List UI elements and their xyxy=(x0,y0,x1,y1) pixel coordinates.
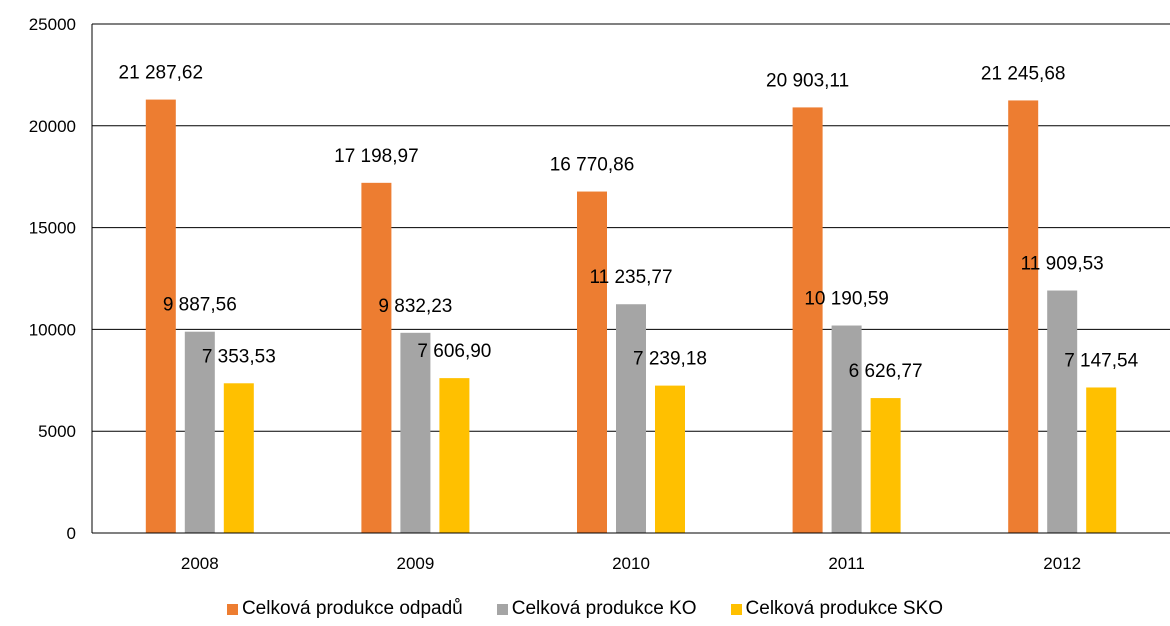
data-label: 9 832,23 xyxy=(378,296,452,317)
data-label: 7 147,54 xyxy=(1064,350,1138,371)
x-tick-label: 2011 xyxy=(828,554,865,573)
y-tick-label: 0 xyxy=(67,524,76,543)
bar-2012-series-0 xyxy=(1008,100,1039,533)
bar-2011-series-1 xyxy=(831,325,862,533)
bar-2011-series-0 xyxy=(792,107,823,533)
bars xyxy=(145,99,1117,534)
legend-label-sko: Celková produkce SKO xyxy=(745,598,944,619)
bar-2012-series-2 xyxy=(1086,387,1117,533)
data-label: 11 909,53 xyxy=(1021,254,1104,275)
bar-2010-series-0 xyxy=(577,191,607,533)
gridlines xyxy=(92,23,1170,432)
x-tick-label: 2008 xyxy=(181,554,219,573)
legend-item-odpadu: Celková produkce odpadů xyxy=(226,596,463,622)
data-label: 7 606,90 xyxy=(417,341,491,362)
data-label: 16 770,86 xyxy=(550,155,635,176)
bar-2011-series-2 xyxy=(870,398,901,533)
data-label: 6 626,77 xyxy=(849,361,923,382)
y-tick-label: 10000 xyxy=(29,320,76,339)
legend-swatch-odpadu xyxy=(226,603,238,615)
data-label: 17 198,97 xyxy=(334,146,419,167)
legend-label-ko: Celková produkce KO xyxy=(511,598,697,619)
legend-label-odpadu: Celková produkce odpadů xyxy=(241,598,463,619)
bar-2010-series-1 xyxy=(616,304,646,533)
data-label: 7 353,53 xyxy=(202,346,276,367)
data-label: 21 287,62 xyxy=(119,63,204,84)
y-tick-label: 15000 xyxy=(29,219,76,238)
bar-2012-series-1 xyxy=(1047,290,1078,533)
x-tick-label: 2009 xyxy=(396,554,434,573)
bar-2008-series-0 xyxy=(145,99,176,534)
legend: Celková produkce odpadů Celková produkce… xyxy=(0,596,1170,622)
y-tick-label: 20000 xyxy=(29,117,76,136)
x-tick-label: 2010 xyxy=(612,554,650,573)
bar-2009-series-1 xyxy=(400,332,431,533)
y-tick-label: 25000 xyxy=(29,15,76,34)
data-label: 20 903,11 xyxy=(766,70,849,91)
bar-2010-series-2 xyxy=(655,385,685,533)
bar-2009-series-0 xyxy=(361,182,392,533)
legend-item-ko: Celková produkce KO xyxy=(496,596,697,622)
data-label: 7 239,18 xyxy=(633,349,707,370)
data-label: 21 245,68 xyxy=(981,63,1066,84)
legend-item-sko: Celková produkce SKO xyxy=(730,596,944,622)
data-label: 10 190,59 xyxy=(804,289,889,310)
legend-swatch-sko xyxy=(730,603,742,615)
legend-swatch-ko xyxy=(496,603,508,615)
bar-2008-series-2 xyxy=(223,383,254,533)
bar-2008-series-1 xyxy=(184,331,215,533)
data-label: 9 887,56 xyxy=(163,295,237,316)
x-axis-ticks: 2008 2009 2010 2011 2012 xyxy=(181,554,1081,573)
y-axis-ticks: 0 5000 10000 15000 20000 25000 xyxy=(29,15,76,543)
y-tick-label: 5000 xyxy=(38,422,76,441)
x-tick-label: 2012 xyxy=(1043,554,1081,573)
data-label: 11 235,77 xyxy=(589,267,672,288)
data-labels: 21 287,62 9 887,56 7 353,53 17 198,97 9 832,… xyxy=(119,63,1139,382)
bar-2009-series-2 xyxy=(439,378,470,533)
